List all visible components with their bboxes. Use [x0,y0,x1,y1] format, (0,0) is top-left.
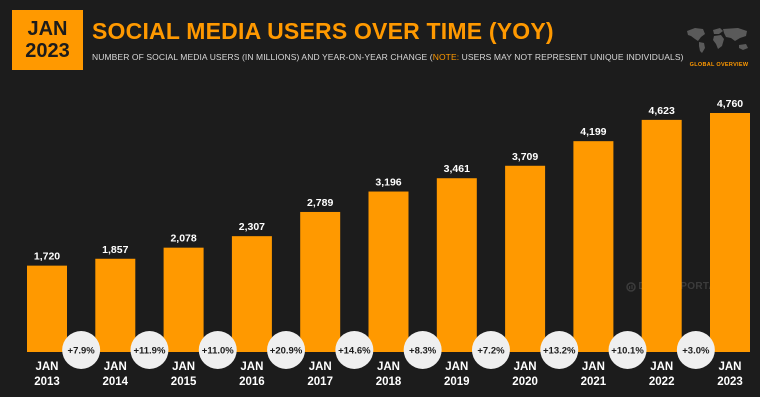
x-tick-label: JAN [104,361,127,373]
yoy-change-bubble [267,331,306,369]
x-tick-label: 2018 [376,376,402,388]
bar-value-label: 4,760 [717,98,743,110]
x-tick-label: 2020 [512,376,538,388]
x-tick-label: 2019 [444,376,470,388]
yoy-change-label: +11.0% [202,346,235,357]
world-map-icon [687,28,748,53]
bar-value-label: 3,709 [512,151,538,163]
yoy-change-label: +20.9% [270,346,303,357]
yoy-change-bubble [335,331,374,369]
bar-value-label: 2,789 [307,197,333,209]
subtitle-main: NUMBER OF SOCIAL MEDIA USERS (IN MILLION… [92,52,433,62]
yoy-change-bubble [676,331,715,369]
bar [95,258,136,352]
infographic-frame: JAN 2023 SOCIAL MEDIA USERS OVER TIME (Y… [0,0,760,397]
subtitle-note-text: USERS MAY NOT REPRESENT UNIQUE INDIVIDUA… [459,52,684,62]
page-title: SOCIAL MEDIA USERS OVER TIME (YOY) [92,18,554,44]
x-tick-label: 2022 [649,376,675,388]
x-tick-label: JAN [172,361,195,373]
global-overview-label: GLOBAL OVERVIEW [689,62,749,68]
yoy-change-label: +7.2% [477,346,505,357]
x-tick-label: 2013 [34,376,60,388]
bar-value-label: 1,720 [34,251,60,263]
yoy-change-label: +3.0% [682,346,710,357]
bar [573,141,614,352]
yoy-change-bubble [608,331,647,369]
bar-chart: 1,720 JAN 2013 1,857 JAN 2014 2,078 JAN 2015 2,30… [27,98,750,388]
yoy-change-bubble [62,331,101,369]
bar-value-label: 3,196 [375,177,401,189]
x-tick-label: 2015 [171,376,197,388]
date-badge: JAN 2023 [12,10,83,70]
yoy-change-bubble [471,331,510,369]
x-tick-label: 2021 [581,376,607,388]
bar [436,178,477,352]
yoy-change-label: +14.6% [338,346,371,357]
yoy-change-bubble [130,331,169,369]
yoy-change-label: +8.3% [409,346,437,357]
badge-year: 2023 [25,40,70,62]
badge-month: JAN [27,18,68,40]
yoy-change-label: +13.2% [543,346,576,357]
bar-value-label: 1,857 [102,244,128,256]
x-tick-label: JAN [650,361,673,373]
bar-value-label: 2,078 [170,233,196,245]
yoy-change-bubble [403,331,442,369]
x-tick-label: JAN [35,361,58,373]
yoy-change-label: +11.9% [133,346,166,357]
bar [641,119,682,352]
bar [710,113,750,352]
bar-value-label: 2,307 [239,221,265,233]
datareportal-logo-icon [626,282,636,292]
x-tick-label: JAN [718,361,741,373]
x-tick-label: JAN [582,361,605,373]
x-tick-label: JAN [377,361,400,373]
x-tick-label: JAN [240,361,263,373]
x-tick-label: JAN [309,361,332,373]
yoy-change-bubble [198,331,237,369]
yoy-change-bubble [540,331,579,369]
bar [27,265,67,352]
bar-value-label: 4,623 [649,105,675,117]
bar-value-label: 4,199 [580,126,606,138]
x-tick-label: 2014 [103,376,129,388]
x-tick-label: JAN [445,361,468,373]
subtitle-note-label: NOTE: [432,52,460,62]
bar-value-label: 3,461 [444,163,470,175]
bar [163,247,204,352]
bar [231,236,272,352]
x-tick-label: JAN [514,361,537,373]
x-tick-label: 2023 [717,376,743,388]
x-tick-label: 2017 [307,376,333,388]
bar [368,191,409,352]
yoy-change-label: +10.1% [611,346,644,357]
chart-subtitle: NUMBER OF SOCIAL MEDIA USERS (IN MILLION… [92,52,684,62]
bar [505,165,546,352]
x-tick-label: 2016 [239,376,265,388]
yoy-change-label: +7.9% [68,346,96,357]
bar [300,211,341,352]
